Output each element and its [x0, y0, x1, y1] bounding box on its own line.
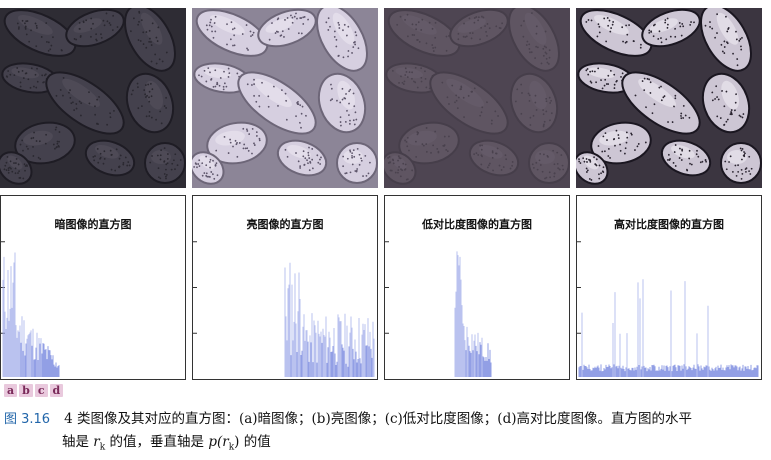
histogram-plot [385, 241, 492, 377]
dark-image [0, 8, 186, 188]
high-contrast-image [576, 8, 762, 188]
low-contrast-histogram: 低对比度图像的直方图 [384, 195, 570, 380]
histogram-plot [193, 241, 375, 377]
pollen-photo [384, 8, 570, 188]
pollen-photo [0, 8, 186, 188]
pollen-photo [192, 8, 378, 188]
subfigure-label-a: a [4, 384, 18, 397]
caption-line-2: 轴是 rk 的值，垂直轴是 p(rk) 的值 [4, 431, 769, 459]
histogram-title: 暗图像的直方图 [54, 218, 132, 231]
p-subscript: k [228, 442, 235, 453]
subfigure-labels: a b c d [4, 384, 64, 397]
caption-text: 轴是 [62, 434, 94, 450]
subfigure-label-d: d [49, 384, 64, 397]
p-close: ) [234, 434, 240, 450]
caption-line-1: 4 类图像及其对应的直方图：(a)暗图像；(b)亮图像；(c)低对比度图像；(d… [64, 411, 692, 427]
low-contrast-image [384, 8, 570, 188]
figure-number: 图 3.16 [4, 412, 51, 427]
histogram-title: 高对比度图像的直方图 [614, 218, 724, 231]
subfigure-label-b: b [19, 384, 33, 397]
bright-image [192, 8, 378, 188]
pollen-photo [576, 8, 762, 188]
bright-histogram: 亮图像的直方图 [192, 195, 378, 380]
figure-caption: 图 3.16 4 类图像及其对应的直方图：(a)暗图像；(b)亮图像；(c)低对比… [4, 408, 769, 459]
histogram-title: 亮图像的直方图 [246, 218, 324, 231]
caption-text: 的值，垂直轴是 [105, 434, 209, 450]
high-contrast-histogram: 高对比度图像的直方图 [576, 195, 762, 380]
subfigure-label-c: c [34, 384, 48, 397]
dark-histogram: 暗图像的直方图 [0, 195, 186, 380]
r-subscript: k [99, 442, 106, 453]
histogram-plot [1, 241, 60, 377]
p-symbol: p(r [208, 434, 229, 450]
histogram-title: 低对比度图像的直方图 [422, 218, 532, 231]
r-symbol: r [93, 434, 100, 450]
caption-text: 的值 [239, 434, 271, 450]
histogram-plot [577, 241, 759, 377]
